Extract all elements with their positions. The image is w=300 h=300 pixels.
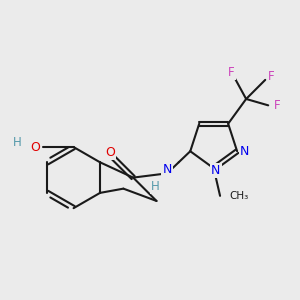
- Text: N: N: [162, 164, 172, 176]
- Text: N: N: [211, 164, 220, 177]
- Text: N: N: [240, 145, 249, 158]
- Text: H: H: [151, 180, 160, 193]
- Text: CH₃: CH₃: [230, 191, 249, 201]
- Text: F: F: [268, 70, 275, 83]
- Text: F: F: [228, 66, 235, 79]
- Text: O: O: [105, 146, 115, 159]
- Text: O: O: [30, 140, 40, 154]
- Text: H: H: [13, 136, 22, 149]
- Text: F: F: [273, 99, 280, 112]
